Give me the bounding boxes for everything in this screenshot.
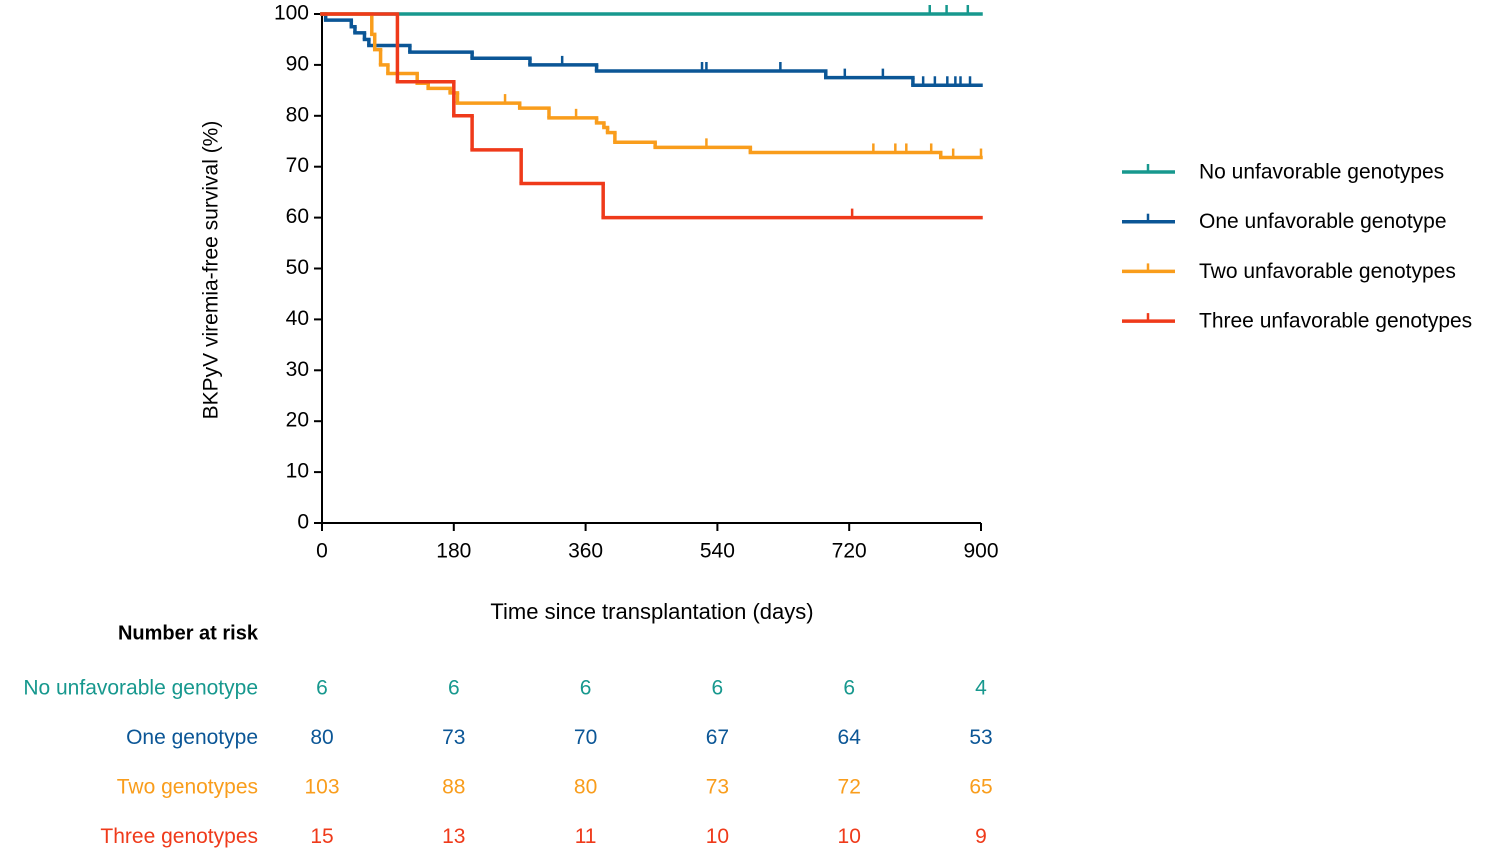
- risk-count: 6: [712, 677, 724, 700]
- y-tick-label: 0: [297, 511, 309, 534]
- risk-count: 70: [574, 726, 597, 749]
- risk-count: 9: [975, 825, 987, 848]
- y-tick-label: 30: [286, 358, 309, 381]
- risk-count: 11: [575, 825, 597, 848]
- x-tick-label: 180: [436, 540, 471, 563]
- x-tick-label: 0: [316, 540, 328, 563]
- legend-label: One unfavorable genotype: [1199, 210, 1447, 233]
- risk-count: 13: [442, 825, 465, 848]
- risk-row-label: One genotype: [126, 726, 258, 749]
- risk-count: 64: [838, 726, 862, 749]
- risk-count: 103: [304, 776, 339, 799]
- x-tick-label: 900: [963, 540, 998, 563]
- x-tick-label: 720: [832, 540, 867, 563]
- y-tick-label: 50: [286, 256, 309, 279]
- risk-count: 65: [969, 776, 992, 799]
- risk-count: 67: [706, 726, 729, 749]
- risk-count: 73: [706, 776, 729, 799]
- risk-count: 10: [838, 825, 861, 848]
- risk-count: 53: [969, 726, 992, 749]
- risk-row-label: No unfavorable genotype: [23, 677, 258, 700]
- risk-count: 80: [310, 726, 333, 749]
- risk-table-title: Number at risk: [118, 622, 259, 644]
- risk-row-label: Two genotypes: [117, 776, 258, 799]
- risk-count: 80: [574, 776, 597, 799]
- y-tick-label: 10: [286, 460, 309, 483]
- risk-count: 15: [310, 825, 333, 848]
- risk-count: 4: [975, 677, 987, 700]
- y-tick-label: 20: [286, 409, 309, 432]
- x-tick-label: 360: [568, 540, 603, 563]
- risk-count: 6: [843, 677, 855, 700]
- risk-count: 10: [706, 825, 729, 848]
- x-tick-label: 540: [700, 540, 735, 563]
- legend-label: Three unfavorable genotypes: [1199, 310, 1472, 333]
- y-tick-label: 70: [286, 154, 309, 177]
- risk-count: 6: [448, 677, 460, 700]
- y-tick-label: 100: [274, 2, 309, 25]
- x-axis-label: Time since transplantation (days): [490, 599, 813, 624]
- y-tick-label: 60: [286, 205, 309, 228]
- risk-count: 6: [580, 677, 592, 700]
- risk-count: 72: [838, 776, 861, 799]
- risk-row-label: Three genotypes: [100, 825, 258, 848]
- risk-count: 6: [316, 677, 328, 700]
- y-tick-label: 40: [286, 307, 309, 330]
- y-tick-label: 80: [286, 103, 309, 126]
- legend-label: Two unfavorable genotypes: [1199, 260, 1456, 283]
- y-axis-label: BKPyV viremia-free survival (%): [200, 121, 223, 420]
- legend-label: No unfavorable genotypes: [1199, 161, 1444, 184]
- y-tick-label: 90: [286, 52, 309, 75]
- risk-count: 73: [442, 726, 465, 749]
- risk-count: 88: [442, 776, 465, 799]
